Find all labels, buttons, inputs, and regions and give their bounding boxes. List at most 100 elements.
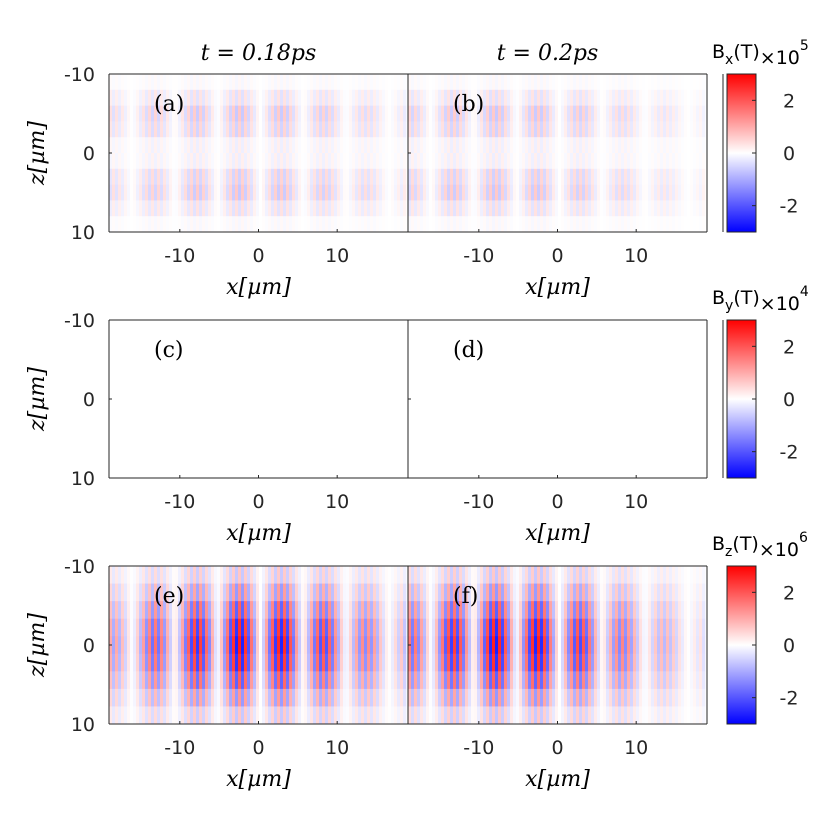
heatmap-cell bbox=[480, 168, 484, 185]
heatmap-cell bbox=[112, 688, 116, 707]
heatmap-cell bbox=[693, 216, 697, 233]
heatmap-cell bbox=[334, 706, 338, 725]
x-tick-label: -10 bbox=[463, 737, 494, 759]
heatmap-cell bbox=[157, 137, 161, 154]
heatmap-cell bbox=[400, 653, 404, 672]
heatmap-cell bbox=[585, 216, 589, 233]
heatmap-cell bbox=[690, 583, 694, 602]
heatmap-cell bbox=[546, 168, 550, 185]
heatmap-cell bbox=[522, 583, 526, 602]
heatmap-cell bbox=[310, 121, 314, 138]
heatmap-cell bbox=[376, 121, 380, 138]
heatmap-cell bbox=[247, 688, 251, 707]
heatmap-cell bbox=[202, 636, 206, 655]
heatmap-cell bbox=[693, 121, 697, 138]
heatmap-cell bbox=[528, 618, 532, 637]
heatmap-cell bbox=[591, 583, 595, 602]
heatmap-cell bbox=[370, 121, 374, 138]
heatmap-cell bbox=[429, 89, 433, 106]
heatmap-cell bbox=[160, 601, 164, 619]
heatmap-cell bbox=[274, 636, 278, 655]
heatmap-cell bbox=[157, 216, 161, 233]
heatmap-cell bbox=[181, 671, 185, 690]
heatmap-cell bbox=[187, 671, 191, 690]
heatmap-cell bbox=[522, 688, 526, 707]
heatmap-cell bbox=[130, 671, 134, 690]
heatmap-cell bbox=[456, 184, 460, 201]
heatmap-cell bbox=[561, 153, 565, 170]
heatmap-cell bbox=[340, 216, 344, 233]
heatmap-cell bbox=[594, 583, 598, 602]
heatmap-cell bbox=[373, 618, 377, 637]
heatmap-cell bbox=[184, 618, 188, 637]
heatmap-cell bbox=[534, 671, 538, 690]
heatmap-cell bbox=[414, 216, 418, 233]
heatmap-cell bbox=[621, 566, 625, 584]
heatmap-cell bbox=[313, 184, 317, 201]
heatmap-cell bbox=[480, 121, 484, 138]
heatmap-cell bbox=[681, 671, 685, 690]
heatmap-cell bbox=[211, 566, 215, 584]
heatmap-cell bbox=[504, 168, 508, 185]
heatmap-cell bbox=[474, 706, 478, 725]
heatmap-cell bbox=[543, 153, 547, 170]
heatmap-cell bbox=[663, 216, 667, 233]
heatmap-cell bbox=[397, 636, 401, 655]
heatmap-cell bbox=[376, 688, 380, 707]
heatmap-cell bbox=[546, 706, 550, 725]
heatmap-cell bbox=[271, 583, 275, 602]
heatmap-cell bbox=[205, 168, 209, 185]
colorbar-title-main: B bbox=[712, 287, 725, 309]
heatmap-cell bbox=[579, 653, 583, 672]
heatmap-cell bbox=[459, 200, 463, 217]
heatmap-cell bbox=[450, 566, 454, 584]
heatmap-cell bbox=[160, 706, 164, 725]
heatmap-cell bbox=[289, 566, 293, 584]
heatmap-cell bbox=[516, 653, 520, 672]
heatmap-cell bbox=[337, 688, 341, 707]
heatmap-cell bbox=[334, 566, 338, 584]
heatmap-cell bbox=[540, 216, 544, 233]
heatmap-cell bbox=[115, 168, 119, 185]
heatmap-cell bbox=[301, 89, 305, 106]
heatmap-cell bbox=[597, 74, 601, 91]
heatmap-cell bbox=[462, 105, 466, 122]
heatmap-cell bbox=[262, 153, 266, 170]
heatmap-cell bbox=[331, 671, 335, 690]
heatmap-cell bbox=[259, 601, 263, 619]
heatmap-cell bbox=[408, 216, 412, 233]
heatmap-cell bbox=[438, 583, 442, 602]
heatmap-cell bbox=[600, 89, 604, 106]
heatmap-cell bbox=[301, 601, 305, 619]
heatmap-cell bbox=[594, 105, 598, 122]
heatmap-cell bbox=[633, 636, 637, 655]
heatmap-cell bbox=[193, 671, 197, 690]
heatmap-cell bbox=[325, 583, 329, 602]
heatmap-cell bbox=[612, 618, 616, 637]
heatmap-cell bbox=[130, 216, 134, 233]
x-tick-label: 10 bbox=[624, 245, 648, 267]
heatmap-cell bbox=[229, 706, 233, 725]
heatmap-cell bbox=[301, 706, 305, 725]
heatmap-cell bbox=[546, 184, 550, 201]
heatmap-cell bbox=[178, 74, 182, 91]
heatmap-cell bbox=[214, 566, 218, 584]
colorbar-gradient bbox=[726, 565, 757, 725]
heatmap-cell bbox=[334, 105, 338, 122]
heatmap-cell bbox=[615, 216, 619, 233]
heatmap-cell bbox=[124, 636, 128, 655]
heatmap-cell bbox=[127, 618, 131, 637]
heatmap-cell bbox=[624, 89, 628, 106]
heatmap-cell bbox=[307, 601, 311, 619]
heatmap-cell bbox=[196, 121, 200, 138]
heatmap-cell bbox=[295, 74, 299, 91]
heatmap-cell bbox=[196, 137, 200, 154]
heatmap-cell bbox=[462, 216, 466, 233]
heatmap-cell bbox=[456, 89, 460, 106]
heatmap-cell bbox=[546, 153, 550, 170]
heatmap-cell bbox=[675, 200, 679, 217]
heatmap-cell bbox=[157, 184, 161, 201]
heatmap-cell bbox=[190, 671, 194, 690]
heatmap-cell bbox=[193, 566, 197, 584]
heatmap-cell bbox=[334, 74, 338, 91]
